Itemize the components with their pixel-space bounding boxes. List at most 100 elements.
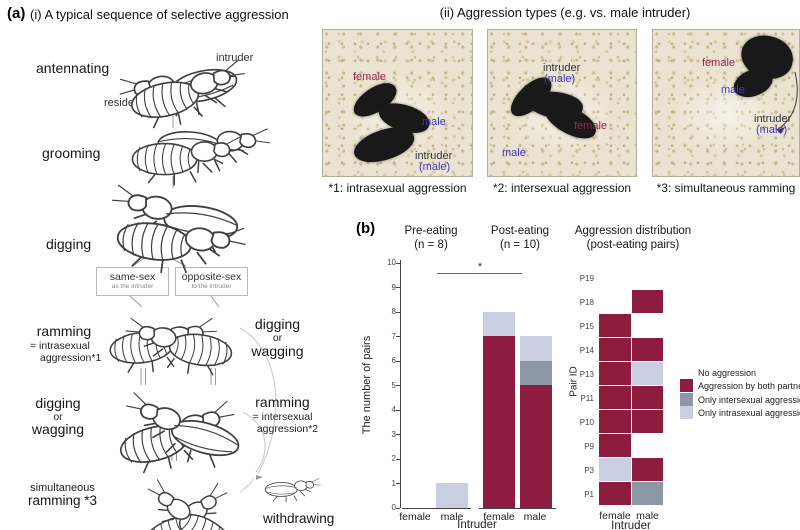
facet-pre-n: (n = 8): [414, 239, 448, 252]
beetle-scene-digging: [105, 183, 249, 285]
stage-label-antennating: antennating: [36, 60, 110, 76]
stage-label-wagging-left: wagging: [31, 421, 85, 437]
photo3-intruder-label: intruder: [754, 113, 792, 125]
photo3-female-label: female: [702, 57, 736, 69]
stage-label-wagging-right: wagging: [251, 343, 304, 359]
significance-line: [437, 273, 522, 274]
photo1-intruder-label: intruder: [415, 150, 453, 162]
beetle-scene-simultaneous-ramming: [130, 477, 244, 530]
bar-y-axis: [400, 259, 402, 508]
heatmap-title-line2: (post-eating pairs): [586, 239, 680, 252]
legend-swatch-intra: [680, 406, 693, 420]
heatmap-cell: [631, 458, 663, 481]
heatmap-cell: [599, 458, 631, 481]
stage-label-grooming: grooming: [42, 145, 101, 161]
legend-swatch-inter: [680, 392, 693, 406]
heatmap-row-label: P18: [579, 297, 594, 307]
stage-sublabel-aggression2: aggression*2: [256, 423, 319, 435]
y-tick-mark: [396, 385, 400, 386]
photo2-intruder-label: intruder: [543, 62, 581, 74]
bar-category-label: male: [523, 511, 547, 523]
legend-label-none: No aggression: [698, 368, 757, 378]
beetle-scene-digging-wagging: [114, 390, 246, 480]
heatmap-cell: [599, 482, 631, 505]
photo3-caption: *3: simultaneous ramming: [656, 181, 796, 195]
bar-baseline-pre: [402, 507, 471, 509]
photo-intrasexual-aggression: female male intruder (male): [322, 29, 473, 177]
y-tick-mark: [396, 409, 400, 411]
heatmap-row-label: P9: [584, 441, 594, 451]
photo1-female-label: female: [353, 71, 387, 83]
y-tick-label: 9: [391, 282, 396, 292]
heatmap-row-label: P14: [579, 345, 594, 355]
heatmap-row-label: P13: [579, 369, 594, 379]
significance-star: *: [477, 261, 483, 273]
heatmap-cell: [631, 362, 663, 385]
y-tick-label: 10: [387, 258, 396, 267]
panel-a-label: (a): [7, 5, 26, 22]
photo2-caption: *2: intersexual aggression: [492, 181, 632, 195]
photo3-male-label: male: [721, 84, 745, 96]
branch-opposite-sex-sublabel: to the intruder: [191, 283, 232, 291]
stage-label-ramming3: ramming *3: [27, 493, 98, 508]
heatmap-cell: [599, 338, 631, 361]
bar-segment: [483, 311, 515, 336]
heatmap-row-label: P10: [579, 417, 594, 427]
heatmap-cell: [599, 314, 631, 337]
beetle-scene-ramming: [107, 316, 236, 380]
heatmap-cell: [599, 290, 631, 313]
heatmap-title-line1: Aggression distribution: [574, 225, 692, 237]
y-tick-mark: [396, 507, 400, 509]
heatmap-cell: [631, 482, 663, 505]
heatmap-column-label: female: [599, 510, 631, 522]
bar-category-label: female: [399, 511, 431, 523]
photo2-intruder-male-label: (male): [544, 73, 576, 85]
heatmap-row-label: P1: [584, 489, 594, 499]
heatmap-cell: [631, 290, 663, 313]
stage-label-withdrawing: withdrawing: [263, 511, 335, 526]
branch-box-same-sex: same-sex as the intruder: [96, 267, 169, 296]
y-tick-mark: [396, 458, 400, 460]
heatmap-header: Aggression distribution (post-eating pai…: [573, 224, 693, 253]
y-tick-mark: [396, 336, 400, 337]
y-tick-mark: [396, 262, 400, 264]
photo2-male-label: male: [502, 147, 526, 159]
legend-label-both: Aggression by both partners: [698, 381, 800, 392]
stage-sublabel-intrasexual: = intrasexual: [30, 340, 90, 352]
photo-simultaneous-ramming: female male intruder (male): [652, 29, 800, 177]
bar-category-label: male: [440, 511, 464, 523]
y-tick-label: 5: [391, 380, 396, 390]
y-tick-mark: [396, 360, 400, 362]
facet-header-post-eating: Post-eating (n = 10): [485, 224, 555, 253]
y-tick-label: 8: [391, 307, 396, 316]
heatmap-cell: [631, 266, 663, 289]
bar-segment: [436, 483, 468, 508]
heatmap-row-label: P19: [579, 273, 594, 283]
branch-box-opposite-sex: opposite-sex to the intruder: [175, 267, 248, 296]
facet-pre-title: Pre-eating: [404, 225, 458, 237]
bar-segment: [519, 336, 552, 361]
legend-label-inter: Only intersexual aggression: [698, 394, 800, 405]
branch-opposite-sex-label: opposite-sex: [181, 271, 242, 284]
branch-same-sex-label: same-sex: [109, 271, 156, 284]
facet-header-pre-eating: Pre-eating (n = 8): [396, 224, 466, 253]
heatmap-row-label: P11: [580, 393, 594, 403]
stage-label-digging: digging: [46, 236, 92, 252]
y-tick-label: 7: [391, 331, 396, 341]
bar-chart-x-axis-label: Intruder: [457, 519, 497, 530]
bar-chart-y-axis-label: The number of pairs: [361, 335, 373, 435]
y-tick-mark: [396, 311, 400, 313]
heatmap-cell: [631, 386, 663, 409]
bar-segment: [483, 336, 515, 508]
photo3-intruder-male-label: (male): [756, 124, 788, 136]
photo3-arrow: [776, 71, 798, 134]
y-tick-mark: [396, 434, 400, 435]
beetle-scene-withdrawing: [264, 477, 322, 503]
y-tick-label: 6: [391, 356, 396, 365]
facet-post-title: Post-eating: [490, 225, 550, 237]
stage-label-digging-right: digging: [254, 316, 301, 332]
heatmap-cell: [599, 386, 631, 409]
stage-label-ramming-right: ramming: [255, 394, 310, 410]
legend-swatch-both: [680, 379, 693, 393]
stage-label-digging-left: digging: [35, 395, 81, 411]
